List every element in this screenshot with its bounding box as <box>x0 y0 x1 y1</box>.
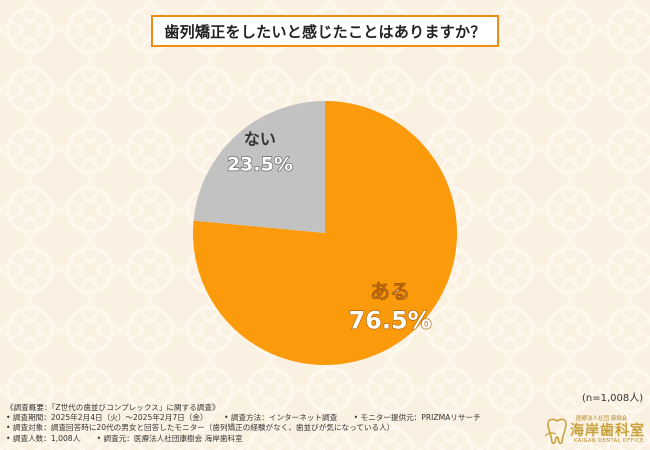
title-box: 歯列矯正をしたいと感じたことはありますか？ <box>151 15 499 47</box>
survey-count: • 調査人数：1,008人 <box>6 433 81 443</box>
survey-footer: 《調査概要：「Z世代の歯並びコンプレックス」に関する調査》 • 調査期間：202… <box>6 403 481 444</box>
survey-period: • 調査期間：2025年2月4日（火）～2025年2月7日（金） <box>6 413 208 423</box>
tooth-icon <box>544 418 567 445</box>
logo-clinic-name: 海岸歯科室 <box>570 423 645 439</box>
slice-value-2: 23.5% <box>227 153 293 175</box>
clinic-logo: 医療法人社団 康樹会 海岸歯科室 KAIGAN DENTAL OFFICE <box>540 414 646 446</box>
survey-target: • 調査対象：調査回答時に20代の男女と回答したモニター（歯列矯正の経験がなく、… <box>6 423 395 433</box>
logo-org-name: 医療法人社団 康樹会 <box>576 416 628 422</box>
survey-monitor: • モニター提供元：PRIZMAリサーチ <box>353 413 481 423</box>
logo-english-name: KAIGAN DENTAL OFFICE <box>574 438 644 444</box>
survey-title: 《調査概要：「Z世代の歯並びコンプレックス」に関する調査》 <box>6 403 220 412</box>
slice-label-2: ない <box>244 129 276 148</box>
sample-size-label: (n=1,008人) <box>582 393 644 404</box>
chart-title: 歯列矯正をしたいと感じたことはありますか？ <box>164 22 486 41</box>
survey-org: • 調査元：医療法人社団康樹会 海岸歯科室 <box>96 433 243 443</box>
slice-label-1: ある <box>370 280 410 304</box>
survey-method: • 調査方法：インターネット調査 <box>223 413 338 423</box>
pie-slice-2 <box>193 101 325 233</box>
slice-value-1: 76.5% <box>348 307 431 335</box>
pie-slice-1 <box>193 101 457 366</box>
